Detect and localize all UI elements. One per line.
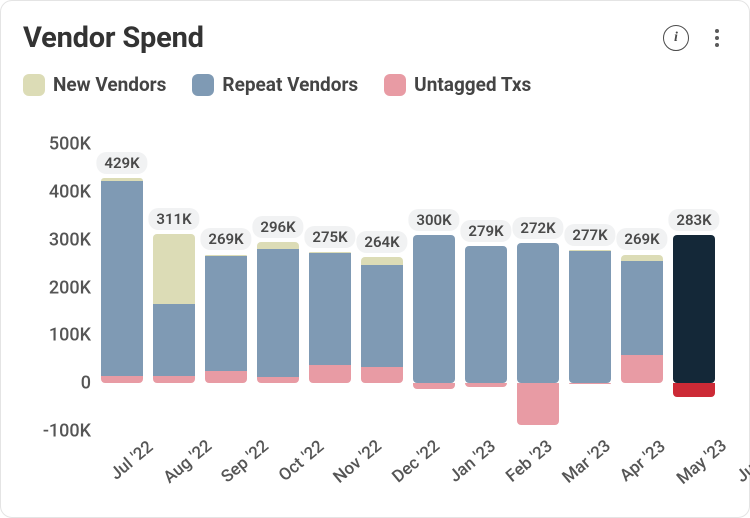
bar-segment [153, 304, 195, 376]
x-tick-label: Mar '23 [559, 435, 617, 488]
bar-column[interactable]: 296K [253, 114, 303, 431]
bar-segment [621, 261, 663, 355]
legend-label: Untagged Txs [414, 73, 531, 96]
x-tick-label: Jan '23 [446, 435, 502, 487]
bar-segment [101, 181, 143, 376]
page-title: Vendor Spend [23, 21, 204, 55]
bar-total-label: 311K [148, 208, 199, 230]
y-tick-label: 400K [49, 181, 91, 202]
y-tick-label: 200K [49, 277, 91, 298]
bar-segment [153, 376, 195, 384]
bar-total-label: 296K [252, 216, 303, 238]
bar-segment [569, 250, 611, 251]
y-tick-label: 100K [49, 325, 91, 346]
bar-column[interactable]: 264K [357, 114, 407, 431]
bar-segment [569, 383, 611, 384]
bar-segment [673, 235, 715, 383]
bar-column[interactable]: 300K [409, 114, 459, 431]
bar-segment [205, 371, 247, 383]
bar-segment [361, 367, 403, 383]
header: Vendor Spend i [23, 21, 727, 55]
bar-segment [621, 355, 663, 383]
x-tick-label: Oct '22 [275, 435, 330, 485]
bar-segment [517, 243, 559, 384]
x-tick-label: Nov '22 [330, 435, 388, 488]
legend-swatch [384, 74, 406, 96]
bar-segment [309, 252, 351, 253]
header-actions: i [663, 25, 727, 51]
bar-total-label: 429K [96, 152, 147, 174]
plot-area: 429K311K269K296K275K264K300K279K272K277K… [97, 114, 727, 511]
x-axis: Jul '22Aug '22Sep '22Oct '22Nov '22Dec '… [97, 443, 719, 463]
bar-segment [257, 377, 299, 383]
legend-item-repeat[interactable]: Repeat Vendors [192, 73, 358, 96]
bar-segment [309, 253, 351, 365]
bar-total-label: 272K [512, 217, 563, 239]
bar-segment [621, 255, 663, 262]
x-tick-label: Dec '22 [388, 435, 445, 487]
bar-total-label: 264K [356, 231, 407, 253]
y-tick-label: -100K [43, 421, 91, 442]
bar-total-label: 275K [304, 226, 355, 248]
bar-column[interactable]: 269K [201, 114, 251, 431]
y-axis: 500K 400K 300K 200K 100K 0 -100K [23, 114, 97, 511]
bar-total-label: 269K [616, 228, 667, 250]
y-tick-label: 0 [81, 373, 91, 394]
legend-label: Repeat Vendors [222, 73, 358, 96]
bar-segment [465, 383, 507, 387]
info-icon[interactable]: i [663, 25, 689, 51]
bar-column[interactable]: 277K [565, 114, 615, 431]
more-menu-icon[interactable] [711, 25, 723, 51]
legend-swatch [192, 74, 214, 96]
bar-total-label: 279K [460, 220, 511, 242]
chart: 500K400K300K200K100K0-100K 429K311K269K2… [23, 106, 727, 511]
bar-segment [361, 257, 403, 265]
x-tick-label: Feb '23 [502, 435, 558, 486]
bar-segment [569, 251, 611, 383]
x-tick-label: May '23 [673, 434, 732, 488]
y-tick-label: 300K [49, 229, 91, 250]
bar-column[interactable]: 275K [305, 114, 355, 431]
bar-column[interactable]: 272K [513, 114, 563, 431]
bar-segment [517, 383, 559, 425]
bar-column[interactable]: 311K [149, 114, 199, 431]
bar-total-label: 283K [668, 209, 719, 231]
bar-total-label: 277K [564, 224, 615, 246]
legend-item-untagged[interactable]: Untagged Txs [384, 73, 531, 96]
bar-column[interactable]: 279K [461, 114, 511, 431]
bar-segment [413, 235, 455, 383]
x-tick-label: Jul '22 [106, 436, 158, 485]
x-tick-label: Aug '22 [159, 435, 217, 488]
bar-total-label: 269K [200, 228, 251, 250]
y-tick-label: 500K [49, 134, 91, 155]
legend-swatch [23, 74, 45, 96]
x-tick-label: Sep '22 [218, 435, 275, 487]
vendor-spend-card: Vendor Spend i New Vendors Repeat Vendors… [0, 0, 750, 518]
bar-segment [101, 178, 143, 181]
bar-segment [673, 383, 715, 396]
legend: New Vendors Repeat Vendors Untagged Txs [23, 73, 727, 96]
bar-segment [205, 255, 247, 256]
bar-column[interactable]: 429K [97, 114, 147, 431]
bar-segment [413, 383, 455, 389]
bar-column[interactable]: 269K [617, 114, 667, 431]
bar-segment [309, 365, 351, 383]
bar-segment [153, 234, 195, 303]
x-tick-label: Jun '23 [732, 435, 750, 487]
bar-segment [361, 265, 403, 368]
bar-column[interactable]: 283K [669, 114, 719, 431]
bar-segment [257, 249, 299, 377]
bar-segment [101, 376, 143, 383]
legend-label: New Vendors [53, 73, 166, 96]
x-tick-label: Apr '23 [616, 435, 671, 486]
bars-area: 429K311K269K296K275K264K300K279K272K277K… [97, 114, 719, 431]
bar-segment [205, 256, 247, 371]
bar-segment [465, 246, 507, 383]
legend-item-new[interactable]: New Vendors [23, 73, 166, 96]
bar-segment [257, 242, 299, 249]
bar-total-label: 300K [408, 209, 459, 231]
